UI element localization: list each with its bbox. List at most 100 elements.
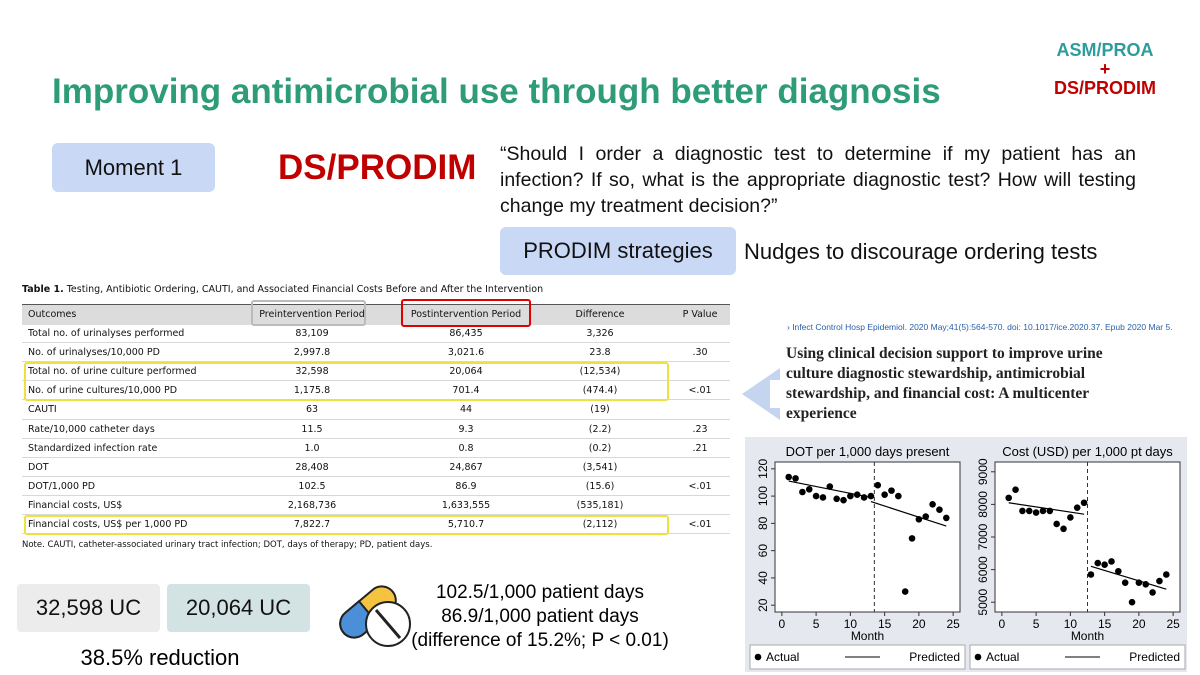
y-tick-label: 5000 — [976, 589, 990, 616]
table-cell: 5,710.7 — [447, 519, 485, 530]
row-line — [22, 494, 730, 496]
table-cell: 28,408 — [295, 461, 329, 473]
table-cell: (3,541) — [582, 461, 618, 473]
x-axis-label: Month — [851, 629, 884, 643]
table-cell: DOT/1,000 PD — [28, 480, 96, 492]
article-title[interactable]: Using clinical decision support to impro… — [786, 345, 1103, 422]
point — [881, 491, 888, 499]
point — [908, 535, 916, 542]
table-cell: (12,534) — [579, 366, 621, 378]
dot-line: (difference of 15.2%; P < 0.01) — [411, 630, 669, 651]
header-cell: Outcomes — [28, 309, 77, 320]
table-cell: 63 — [305, 404, 319, 416]
point — [840, 496, 847, 504]
y-tick-label: 60 — [756, 544, 770, 558]
point — [1067, 514, 1074, 521]
table-cell: 3,021.6 — [447, 347, 485, 359]
table-cell: Financial costs, US$ — [28, 499, 123, 511]
header-cell: Postintervention Period — [410, 309, 522, 320]
y-tick-label: 100 — [756, 486, 770, 506]
row-line — [22, 342, 730, 344]
table-cell: 44 — [459, 404, 473, 416]
table-cell: 3,326 — [586, 328, 614, 339]
point — [1039, 507, 1047, 515]
point — [1053, 520, 1060, 528]
arrow — [742, 368, 780, 420]
legend-label: Actual — [986, 650, 1019, 664]
point — [1019, 507, 1026, 515]
caption-text: Testing, Antibiotic Ordering, CAUTI, and… — [66, 284, 544, 295]
y-tick-label: 80 — [756, 516, 770, 530]
highlight — [24, 362, 669, 402]
point — [1012, 486, 1019, 494]
point — [895, 492, 902, 500]
table-cell: .23 — [692, 423, 708, 435]
slide-title: Improving antimicrobial use through bett… — [52, 72, 941, 111]
point — [1121, 579, 1129, 586]
point — [936, 506, 943, 514]
strategies-box: PRODIM strategies — [500, 227, 736, 275]
x-tick-label: 0 — [779, 617, 786, 631]
table-caption: Table 1. Testing, Antibiotic Ordering, C… — [22, 284, 543, 295]
table-cell: .21 — [692, 442, 708, 454]
table-cell: 1.0 — [304, 442, 320, 454]
table-cell: 32,598 — [295, 366, 329, 378]
point — [867, 492, 875, 500]
point — [833, 495, 840, 503]
table-cell: 0.8 — [458, 442, 474, 454]
table-cell: 11.5 — [301, 423, 323, 435]
point — [1080, 499, 1088, 507]
trend-line — [1008, 502, 1167, 590]
table-cell: Financial costs, US$ per 1,000 PD — [28, 519, 188, 530]
badge-line: ASM/PROA — [1056, 40, 1154, 60]
point — [785, 473, 793, 481]
table-cell: 23.8 — [589, 347, 611, 359]
chart-title: DOT per 1,000 days present — [786, 444, 950, 459]
table-cell: 102.5 — [298, 480, 326, 492]
table-cell: (2,112) — [582, 519, 618, 530]
x-tick-label: 25 — [1166, 617, 1180, 631]
reduction: 38.5% reduction — [80, 645, 240, 670]
header-cell: P Value — [682, 309, 718, 320]
column-highlight — [401, 299, 531, 327]
x-tick-label: 20 — [1132, 617, 1146, 631]
highlight — [24, 515, 669, 536]
table-cell: 20,064 — [449, 366, 483, 378]
stat-box: 32,598 UC — [17, 584, 160, 632]
table-cell: 83,109 — [295, 328, 329, 339]
y-tick-label: 120 — [756, 458, 770, 478]
table-cell: 1,633,555 — [441, 499, 491, 511]
table-cell: (535,181) — [576, 499, 624, 511]
citation[interactable]: › Infect Control Hosp Epidemiol. 2020 Ma… — [787, 322, 1173, 332]
column-highlight — [251, 300, 366, 326]
x-axis-label: Month — [1071, 629, 1104, 643]
table: Table 1. Testing, Antibiotic Ordering, C… — [22, 284, 730, 550]
row-line — [22, 475, 730, 477]
dot-line: 102.5/1,000 patient days — [435, 582, 645, 603]
legend-label: Predicted — [909, 650, 960, 664]
chart-title: Cost (USD) per 1,000 pt days — [1002, 444, 1173, 459]
table-cell: Rate/10,000 catheter days — [28, 423, 155, 435]
row-line — [22, 514, 730, 515]
y-tick-label: 7000 — [976, 523, 990, 550]
point — [1005, 494, 1013, 502]
table-cell: Standardized infection rate — [28, 442, 158, 454]
table-cell: 9.3 — [458, 423, 474, 435]
table-cell: 86.9 — [455, 480, 477, 492]
table-cell: .30 — [692, 347, 708, 359]
table-cell: <.01 — [688, 385, 712, 397]
row-line — [22, 361, 730, 363]
legend-label: Predicted — [1129, 650, 1180, 664]
point — [888, 487, 895, 494]
header-cell: Difference — [575, 309, 625, 320]
plot-area — [774, 461, 961, 613]
trend-line — [788, 480, 947, 527]
x-tick-label: 10 — [1064, 617, 1078, 631]
badge: ASM/PROA + DS/PRODIM — [1040, 38, 1170, 100]
table-note: Note. CAUTI, catheter-associated urinary… — [22, 540, 433, 550]
x-tick-label: 5 — [813, 617, 820, 631]
table-cell: (19) — [590, 404, 610, 416]
point — [922, 513, 930, 520]
dot-stats: 102.5/1,000 patient days 86.9/1,000 pati… — [400, 581, 680, 653]
